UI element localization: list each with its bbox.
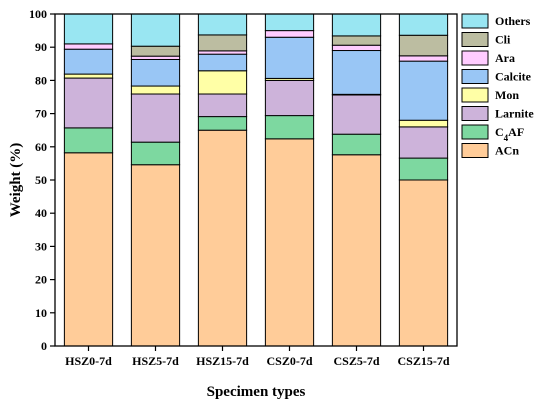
bar-segment-acn-csz0-7d — [264, 138, 315, 347]
bar-segment-larnite-csz15-7d — [398, 126, 449, 159]
legend-swatch-mon — [461, 87, 489, 103]
x-axis-title: Specimen types — [207, 384, 306, 400]
legend-swatch-c4af — [461, 124, 489, 140]
legend-swatch-calcite — [461, 69, 489, 84]
legend-label-mon: Mon — [495, 88, 519, 102]
bar-segment-mon-hsz15-7d — [197, 70, 248, 95]
legend-swatch-ara — [461, 50, 489, 66]
axes-layer: 0 10 20 30 40 50 60 70 80 90 100 HSZ0-7d HSZ5-7d HSZ1… — [29, 7, 458, 368]
bar-segment-others-hsz15-7d — [197, 13, 248, 36]
bar-segment-larnite-hsz5-7d — [130, 93, 181, 143]
x-tick-label: CSZ5-7d — [333, 354, 379, 368]
x-tick-label: CSZ15-7d — [397, 354, 449, 368]
bar-segment-c4af-hsz5-7d — [130, 141, 181, 166]
bar-segment-c4af-csz5-7d — [331, 133, 382, 156]
legend-label-c4af: C4AF — [495, 125, 524, 143]
bar-segment-acn-hsz5-7d — [130, 164, 181, 347]
x-tick-label: CSZ0-7d — [266, 354, 312, 368]
bar-segment-c4af-hsz0-7d — [63, 127, 114, 154]
bar-segment-acn-csz15-7d — [398, 179, 449, 347]
y-tick-label: 40 — [35, 206, 47, 220]
bar-segment-acn-hsz0-7d — [63, 152, 114, 347]
bar-segment-c4af-csz0-7d — [264, 115, 315, 140]
bar-segment-acn-csz5-7d — [331, 154, 382, 347]
legend-label-ara: Ara — [495, 51, 515, 65]
bars-layer — [63, 13, 449, 347]
bar-segment-ara-csz15-7d — [398, 55, 449, 62]
y-tick-label: 30 — [35, 239, 47, 253]
bar-segment-cli-hsz5-7d — [130, 45, 181, 57]
bar-segment-ara-csz5-7d — [331, 44, 382, 52]
y-tick-label: 60 — [35, 140, 47, 154]
legend-swatch-cli — [461, 32, 489, 47]
bar-segment-calcite-csz5-7d — [331, 50, 382, 95]
bar-segment-others-csz0-7d — [264, 13, 315, 32]
bar-segment-larnite-csz0-7d — [264, 79, 315, 117]
bar-segment-mon-hsz0-7d — [63, 73, 114, 79]
y-axis-title: Weight (%) — [8, 143, 24, 218]
bar-segment-ara-csz0-7d — [264, 30, 315, 38]
x-tick-label: HSZ15-7d — [196, 354, 249, 368]
legend-label-cli: Cli — [495, 33, 511, 47]
bar-segment-ara-hsz0-7d — [63, 43, 114, 50]
legend-swatch-larnite — [461, 106, 489, 121]
x-tick-label: HSZ0-7d — [65, 354, 112, 368]
bar-segment-calcite-csz0-7d — [264, 36, 315, 79]
legend-swatch-acn — [461, 143, 489, 158]
bar-segment-mon-csz15-7d — [398, 119, 449, 128]
y-tick-label: 100 — [29, 7, 47, 21]
bar-segment-others-csz5-7d — [331, 13, 382, 37]
y-tick-label: 50 — [35, 173, 47, 187]
bar-segment-calcite-hsz0-7d — [63, 48, 114, 75]
bar-segment-others-hsz0-7d — [63, 13, 114, 45]
bar-segment-acn-hsz15-7d — [197, 129, 248, 347]
bar-segment-c4af-csz15-7d — [398, 157, 449, 181]
legend-swatch-others — [461, 13, 489, 29]
bar-segment-others-hsz5-7d — [130, 13, 181, 47]
y-tick-label: 10 — [35, 306, 47, 320]
y-tick-label: 80 — [35, 73, 47, 87]
bar-segment-cli-csz5-7d — [331, 35, 382, 46]
y-tick-label: 20 — [35, 273, 47, 287]
y-tick-label: 90 — [35, 40, 47, 54]
legend-label-others: Others — [495, 14, 531, 28]
y-tick-label: 70 — [35, 107, 47, 121]
y-tick-label: 0 — [41, 339, 47, 353]
bar-segment-calcite-csz15-7d — [398, 60, 449, 121]
bar-segment-calcite-hsz15-7d — [197, 53, 248, 72]
bar-segment-larnite-hsz0-7d — [63, 77, 114, 129]
bar-segment-cli-csz15-7d — [398, 34, 449, 57]
legend-label-larnite: Larnite — [495, 107, 534, 121]
bar-segment-mon-hsz5-7d — [130, 85, 181, 95]
legend-label-calcite: Calcite — [495, 70, 532, 84]
bar-segment-calcite-hsz5-7d — [130, 58, 181, 87]
bar-segment-larnite-csz5-7d — [331, 94, 382, 135]
legend-label-acn: ACn — [495, 144, 519, 158]
bar-segment-cli-hsz15-7d — [197, 34, 248, 52]
plot-frame — [54, 13, 458, 347]
x-tick-label: HSZ5-7d — [132, 354, 179, 368]
bar-segment-larnite-hsz15-7d — [197, 93, 248, 118]
bar-segment-c4af-hsz15-7d — [197, 116, 248, 131]
bar-segment-others-csz15-7d — [398, 13, 449, 36]
